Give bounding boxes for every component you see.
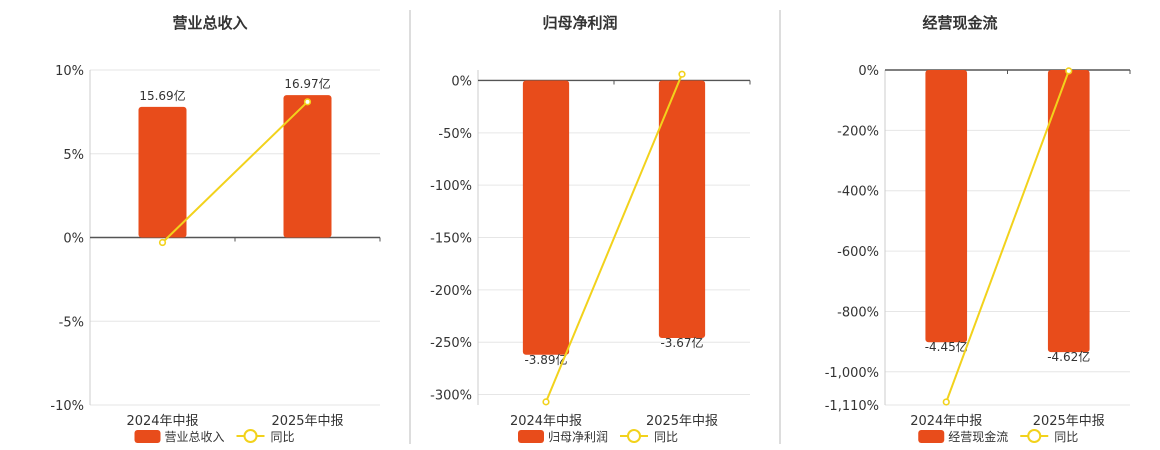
chart-title-cash-flow: 经营现金流 xyxy=(922,14,997,32)
y-tick-label: -1,000% xyxy=(825,366,879,381)
bar-cash-flow xyxy=(925,70,968,343)
legend-bar-label: 营业总收入 xyxy=(165,430,225,444)
bar-value-label: -4.45亿 xyxy=(925,339,968,354)
bar-value-label: -3.67亿 xyxy=(660,335,703,350)
y-tick-label: -600% xyxy=(837,245,879,260)
legend-line-label: 同比 xyxy=(271,430,295,444)
y-tick-label: -150% xyxy=(430,232,472,247)
x-category-label: 2025年中报 xyxy=(271,414,343,429)
x-category-label: 2024年中报 xyxy=(510,414,582,429)
legend-line-label: 同比 xyxy=(1054,430,1078,444)
x-category-label: 2024年中报 xyxy=(126,414,198,429)
legend-bar-label: 归母净利润 xyxy=(548,430,608,444)
legend-line-marker xyxy=(243,429,258,443)
y-tick-label: 0% xyxy=(451,74,472,89)
yoy-line xyxy=(545,73,683,403)
yoy-line xyxy=(945,70,1070,403)
yoy-point xyxy=(158,238,167,247)
x-category-label: 2025年中报 xyxy=(646,414,718,429)
bar-value-label: 16.97亿 xyxy=(284,76,330,91)
bar-net-profit xyxy=(658,80,706,338)
bar-value-label: -4.62亿 xyxy=(1047,349,1090,364)
bar-revenue xyxy=(138,106,187,238)
legend-line-label: 同比 xyxy=(654,430,678,444)
yoy-point xyxy=(542,398,550,406)
y-tick-label: 5% xyxy=(63,148,84,163)
bar-net-profit xyxy=(522,80,570,355)
chart-title-revenue: 营业总收入 xyxy=(172,14,247,32)
y-tick-label: -50% xyxy=(438,127,472,142)
y-tick-label: -10% xyxy=(50,399,84,414)
bar-revenue xyxy=(283,95,332,238)
y-tick-label: -250% xyxy=(430,336,472,351)
chart-panel-net-profit: 归母净利润 0% -50% -100% -150% -200% -250% -300% -3.8… xyxy=(430,14,751,444)
x-category-label: 2025年中报 xyxy=(1033,414,1105,429)
legend-bar-swatch xyxy=(918,430,945,443)
yoy-line xyxy=(161,101,309,244)
yoy-point xyxy=(303,98,312,106)
y-tick-label: 0% xyxy=(858,64,879,79)
legend-bar-swatch xyxy=(134,430,161,443)
legend-bar-swatch xyxy=(518,430,544,443)
y-tick-label: -200% xyxy=(430,284,472,299)
x-category-label: 2024年中报 xyxy=(910,414,982,429)
y-tick-label: -400% xyxy=(837,185,879,200)
y-tick-label: -200% xyxy=(837,124,879,139)
y-tick-label: 10% xyxy=(55,64,84,79)
y-tick-label: -1,110% xyxy=(825,399,879,414)
bar-value-label: 15.69亿 xyxy=(139,88,185,103)
bar-cash-flow xyxy=(1047,70,1090,353)
yoy-point xyxy=(678,70,686,78)
yoy-point xyxy=(942,398,950,406)
bar-value-label: -3.89亿 xyxy=(524,352,567,367)
legend-bar-label: 经营现金流 xyxy=(948,429,1008,444)
y-tick-label: -5% xyxy=(59,315,84,330)
chart-panel-cash-flow: 经营现金流 0% -200% -400% -600% -800% -1,000% -1,110… xyxy=(825,14,1131,444)
y-tick-label: -100% xyxy=(430,179,472,194)
chart-title-net-profit: 归母净利润 xyxy=(542,14,617,32)
yoy-point xyxy=(1065,67,1073,75)
legend-line-marker xyxy=(627,429,641,443)
y-tick-label: 0% xyxy=(63,232,84,247)
chart-panel-revenue: 营业总收入 10% 5% 0% -5% -10% 15.69亿 16.97亿 2024年中报 20… xyxy=(50,14,381,444)
y-tick-label: -300% xyxy=(430,389,472,404)
legend-line-marker xyxy=(1027,429,1042,443)
y-tick-label: -800% xyxy=(837,305,879,320)
